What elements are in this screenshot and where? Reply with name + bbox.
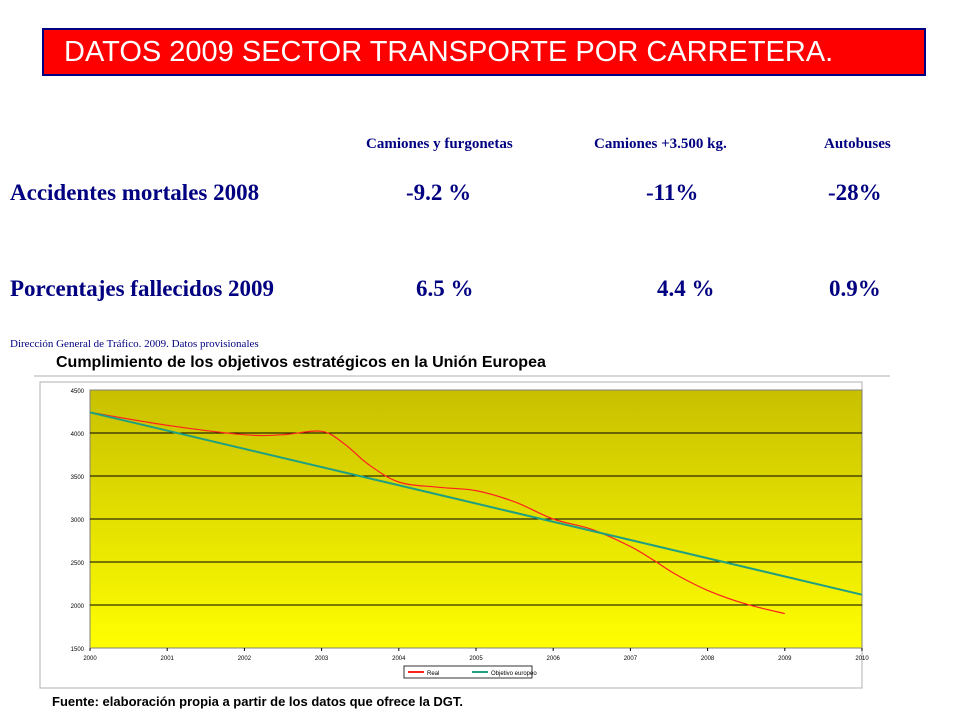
table-source-note: Dirección General de Tráfico. 2009. Dato… — [10, 338, 259, 350]
column-header-camiones-3500: Camiones +3.500 kg. — [594, 136, 727, 152]
legend-box — [403, 665, 533, 679]
chart-source-note: Fuente: elaboración propia a partir de l… — [52, 694, 464, 709]
x-tick-label: 2002 — [238, 656, 252, 662]
y-tick-label: 2500 — [71, 561, 85, 567]
legend-label: Objetivo europeo — [491, 671, 537, 677]
row-label-accidentes: Accidentes mortales 2008 — [10, 180, 260, 205]
cell-fallecidos-autobuses: 0.9% — [829, 276, 881, 301]
x-tick-label: 2000 — [83, 656, 97, 662]
chart-title: Cumplimiento de los objetivos estratégic… — [56, 354, 546, 371]
y-tick-label: 4500 — [71, 389, 85, 395]
x-tick-label: 2004 — [392, 656, 406, 662]
chart-container: Cumplimiento de los objetivos estratégic… — [34, 352, 890, 720]
y-tick-label: 3500 — [71, 475, 85, 481]
x-tick-label: 2008 — [701, 656, 715, 662]
legend-label: Real — [427, 671, 439, 677]
cell-accidentes-camiones-furgonetas: -9.2 % — [406, 180, 472, 205]
x-tick-label: 2005 — [469, 656, 483, 662]
x-tick-label: 2010 — [855, 656, 869, 662]
cell-accidentes-autobuses: -28% — [828, 180, 882, 205]
cell-fallecidos-camiones-furgonetas: 6.5 % — [416, 276, 474, 301]
y-tick-label: 1500 — [71, 647, 85, 653]
cell-accidentes-camiones-3500: -11% — [646, 180, 699, 205]
line-chart: 1500 2000 2500 3000 3500 4000 4500 2000 2001 2002… — [34, 375, 890, 689]
page-title: DATOS 2009 SECTOR TRANSPORTE POR CARRETE… — [64, 35, 834, 68]
column-header-camiones-furgonetas: Camiones y furgonetas — [366, 136, 513, 152]
y-tick-label: 4000 — [71, 432, 85, 438]
row-label-fallecidos: Porcentajes fallecidos 2009 — [10, 276, 275, 301]
x-tick-label: 2006 — [547, 656, 561, 662]
title-banner: DATOS 2009 SECTOR TRANSPORTE POR CARRETE… — [42, 28, 926, 76]
x-tick-label: 2009 — [778, 656, 792, 662]
y-tick-label: 3000 — [71, 518, 85, 524]
y-tick-label: 2000 — [71, 604, 85, 610]
column-header-autobuses: Autobuses — [824, 136, 891, 152]
x-tick-label: 2007 — [624, 656, 638, 662]
x-tick-label: 2001 — [161, 656, 175, 662]
series-line-objetivo — [89, 411, 863, 596]
x-tick-label: 2003 — [315, 656, 329, 662]
series-line-real — [89, 411, 785, 615]
cell-fallecidos-camiones-3500: 4.4 % — [657, 276, 715, 301]
